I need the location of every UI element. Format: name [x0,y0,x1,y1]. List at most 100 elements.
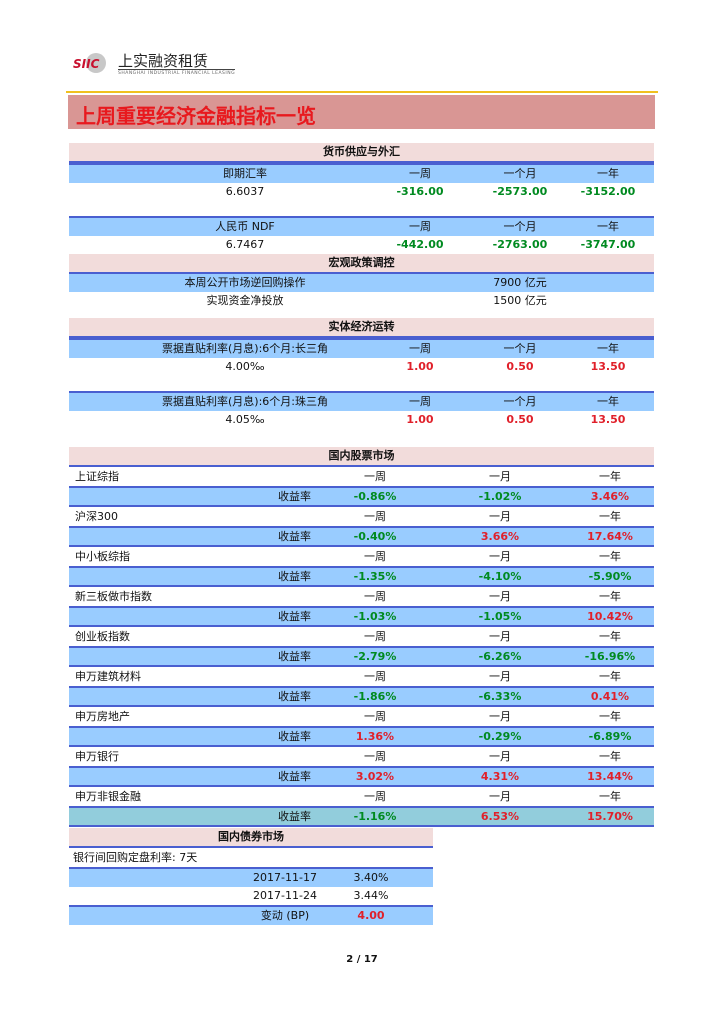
period-header: 一年 [599,590,621,603]
change-value: 1.00 [406,413,434,426]
period-header: 一周 [409,395,431,408]
stock-return-row: 收益率 -0.86% -1.02% 3.46% [69,486,654,507]
svg-text:SIIC: SIIC [73,57,100,71]
bond-market-table: 国内债券市场 银行间回购定盘利率: 7天 2017-11-17 3.40% 2017-1… [69,828,433,925]
return-value: -4.10% [478,570,522,583]
bond-subtitle-row: 银行间回购定盘利率: 7天 [69,848,433,867]
period-header: 一年 [599,790,621,803]
stock-return-row: 收益率 -1.35% -4.10% -5.90% [69,566,654,587]
period-header: 一周 [364,750,386,763]
period-header: 一月 [489,630,511,643]
return-value: -0.29% [478,730,522,743]
title-banner: 上周重要经济金融指标一览 [68,95,655,129]
return-value: 3.46% [590,490,630,503]
period-header: 一月 [489,710,511,723]
change-value: 13.50 [590,360,626,373]
indicator-label: 票据直贴利率(月息):6个月:长三角 [162,342,328,355]
indicator-value: 6.7467 [225,238,265,251]
logo-name-en: SHANGHAI INDUSTRIAL FINANCIAL LEASING [118,69,236,76]
stock-name-row: 创业板指数 一周 一月 一年 [69,627,654,646]
siic-logo-icon: SIIC [73,53,106,73]
return-value: -1.35% [353,570,397,583]
period-header: 一年 [597,167,619,180]
bond-value: 4.00 [357,909,385,922]
period-header: 一年 [599,710,621,723]
bond-label: 变动 (BP) [260,909,310,922]
stock-return-row: 收益率 -2.79% -6.26% -16.96% [69,646,654,667]
period-header: 一周 [409,342,431,355]
return-value: -6.26% [478,650,522,663]
return-value: 4.31% [480,770,520,783]
stock-return-row: 收益率 -1.86% -6.33% 0.41% [69,686,654,707]
return-value: 3.02% [355,770,395,783]
section-header: 国内股票市场 [69,447,654,467]
period-header: 一周 [364,550,386,563]
page-number: 2 / 17 [346,954,378,965]
period-header: 一周 [364,630,386,643]
period-header: 一月 [489,590,511,603]
bond-value: 3.40% [353,871,389,884]
stock-name: 申万非银金融 [75,790,141,803]
period-header: 一周 [364,710,386,723]
bond-value: 3.44% [353,889,389,902]
stock-return-row: 收益率 -1.16% 6.53% 15.70% [69,806,654,827]
macro-row: 实现资金净投放 1500 亿元 [69,292,654,310]
indicator-header-row: 人民币 NDF 一周 一个月 一年 [69,216,654,236]
header-rule [66,91,658,93]
period-header: 一年 [597,342,619,355]
indicator-header-row: 即期汇率 一周 一个月 一年 [69,163,654,183]
spacer [69,201,654,216]
change-value: -316.00 [396,185,444,198]
change-value: -2763.00 [492,238,548,251]
change-value: 13.50 [590,413,626,426]
return-value: 1.36% [355,730,395,743]
stock-name-row: 中小板综指 一周 一月 一年 [69,547,654,566]
period-header: 一年 [599,750,621,763]
change-value: 0.50 [506,413,534,426]
indicator-value-row: 6.7467 -442.00 -2763.00 -3747.00 [69,236,654,254]
stock-name: 创业板指数 [75,630,130,643]
stock-return-row: 收益率 1.36% -0.29% -6.89% [69,726,654,747]
period-header: 一月 [489,790,511,803]
section-header: 国内债券市场 [69,828,433,848]
return-label: 收益率 [278,810,311,823]
stock-return-row: 收益率 -0.40% 3.66% 17.64% [69,526,654,547]
period-header: 一月 [489,750,511,763]
period-header: 一月 [489,550,511,563]
period-header: 一月 [489,470,511,483]
section-header: 实体经济运转 [69,318,654,338]
stock-name-row: 申万建筑材料 一周 一月 一年 [69,667,654,686]
period-header: 一个月 [503,342,537,355]
return-label: 收益率 [278,610,311,623]
money-fx-table: 货币供应与外汇 即期汇率 一周 一个月 一年 6.6037 -316.00 -2573.00-… [69,143,654,310]
macro-row: 本周公开市场逆回购操作 7900 亿元 [69,274,654,292]
stock-name: 申万房地产 [75,710,130,723]
indicator-label: 票据直贴利率(月息):6个月:珠三角 [162,395,328,408]
page-title: 上周重要经济金融指标一览 [76,104,316,128]
macro-value: 1500 亿元 [493,294,547,307]
stock-market-table: 国内股票市场 上证综指 一周 一月 一年 收益率 -0.86% -1.02% 3.46% 沪深30… [69,447,654,827]
period-header: 一周 [364,470,386,483]
bond-row: 2017-11-24 3.44% [69,887,433,905]
change-value: -3747.00 [580,238,636,251]
stock-name-row: 申万非银金融 一周 一月 一年 [69,787,654,806]
macro-label: 本周公开市场逆回购操作 [184,276,306,289]
stock-return-row: 收益率 3.02% 4.31% 13.44% [69,766,654,787]
period-header: 一年 [599,470,621,483]
indicator-value-row: 4.00‰ 1.00 0.50 13.50 [69,358,654,376]
period-header: 一年 [599,670,621,683]
stock-name: 申万建筑材料 [75,670,141,683]
return-label: 收益率 [278,650,311,663]
section-header: 宏观政策调控 [69,254,654,274]
indicator-value-row: 6.6037 -316.00 -2573.00 -3152.00 [69,183,654,201]
return-value: 10.42% [587,610,633,623]
indicator-label: 即期汇率 [223,167,267,180]
bond-label: 2017-11-24 [253,889,317,902]
stock-name-row: 申万房地产 一周 一月 一年 [69,707,654,726]
indicator-value: 6.6037 [225,185,265,198]
bond-label: 2017-11-17 [253,871,317,884]
stock-name: 新三板做市指数 [75,590,152,603]
real-economy-table: 实体经济运转 票据直贴利率(月息):6个月:长三角 一周 一个月 一年 4.00‰ 1.00… [69,318,654,429]
period-header: 一年 [597,220,619,233]
return-label: 收益率 [278,770,311,783]
